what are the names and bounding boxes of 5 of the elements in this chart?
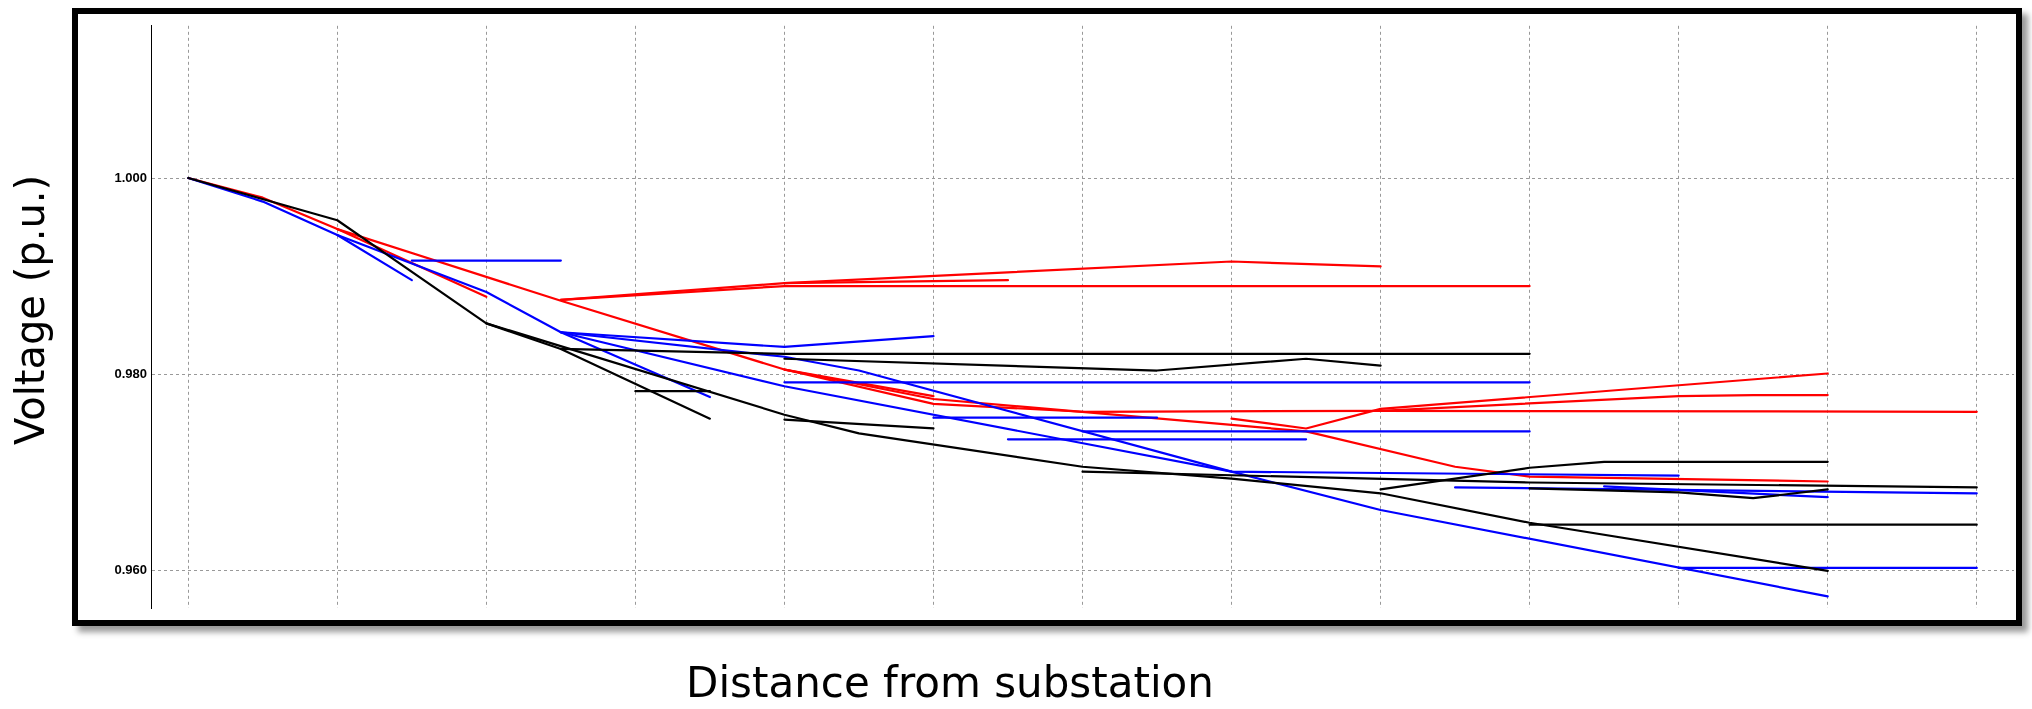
y-tick-label: 1.000 xyxy=(114,169,147,185)
y-tick-label: 0.980 xyxy=(114,366,147,382)
y-tick-label: 0.960 xyxy=(114,562,147,578)
x-axis-title: Distance from substation xyxy=(686,657,1214,707)
y-axis-title: Voltage (p.u.) xyxy=(7,174,53,446)
